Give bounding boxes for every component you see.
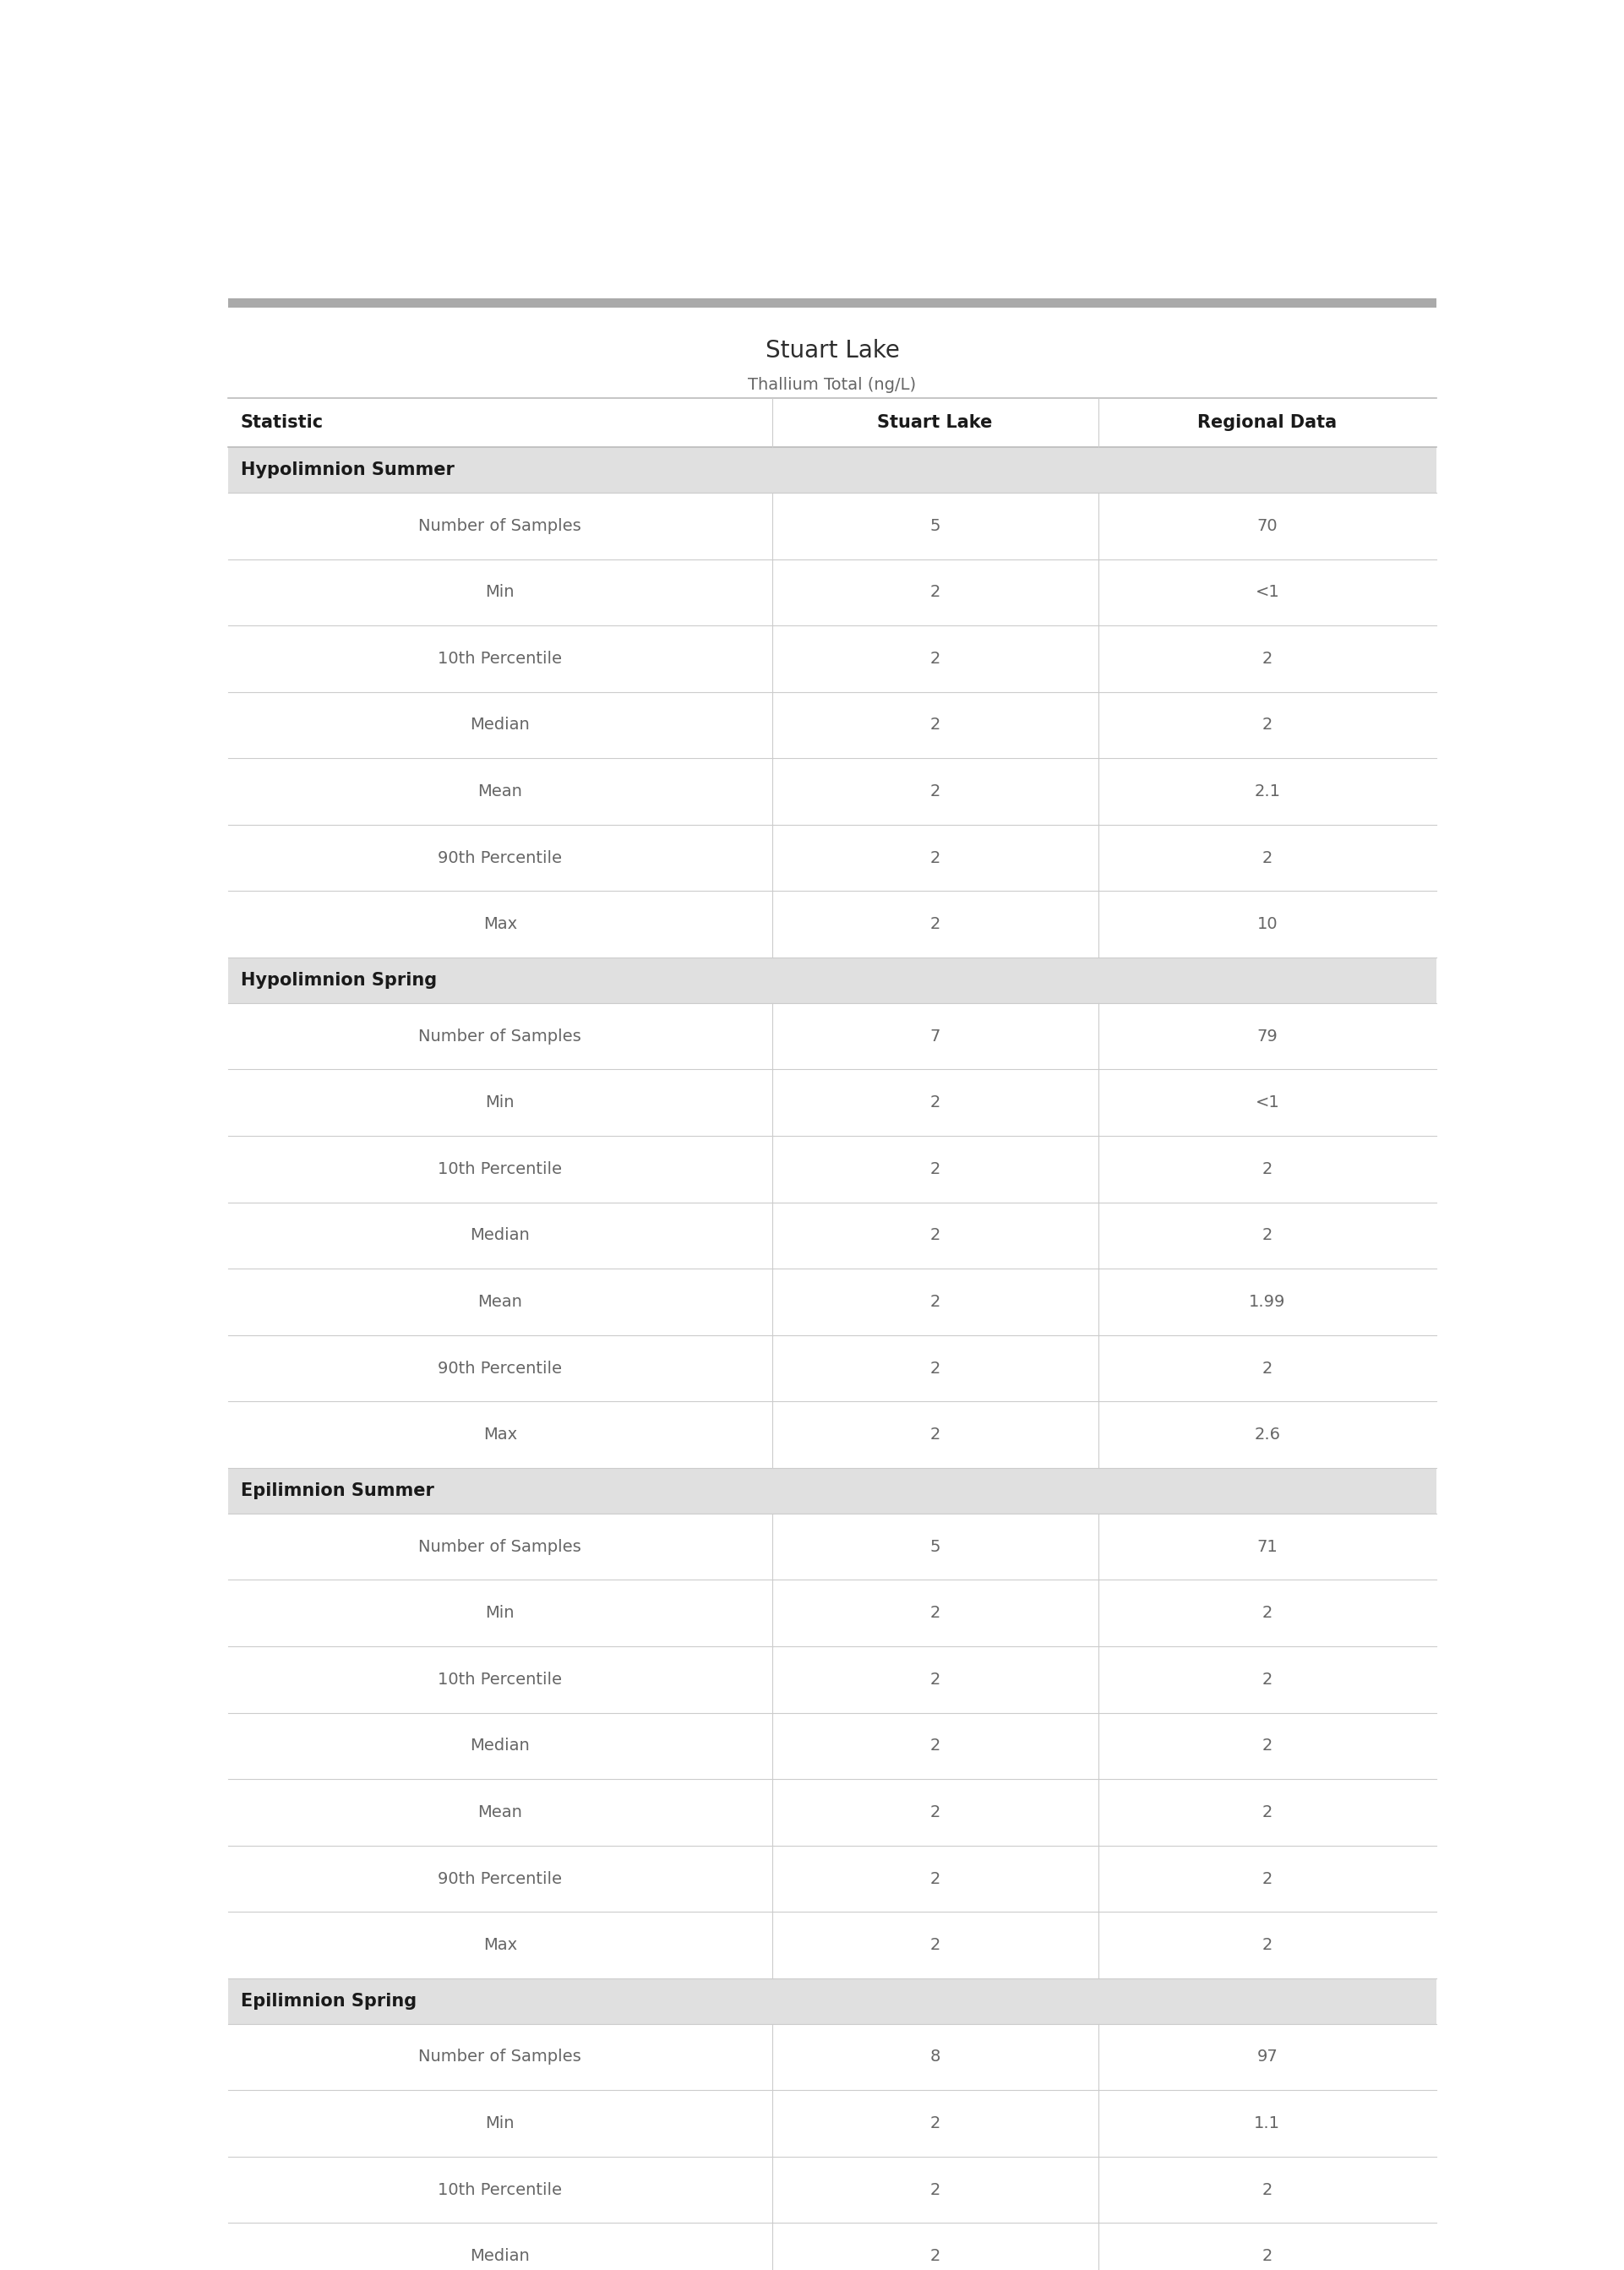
Text: Min: Min <box>486 2116 515 2132</box>
Text: 2: 2 <box>931 2116 940 2132</box>
Text: 2: 2 <box>1262 1160 1273 1178</box>
Text: 2: 2 <box>931 1605 940 1621</box>
Text: Hypolimnion Summer: Hypolimnion Summer <box>240 461 455 479</box>
Bar <box>227 447 1436 493</box>
Text: Hypolimnion Spring: Hypolimnion Spring <box>240 972 437 990</box>
Text: Epilimnion Summer: Epilimnion Summer <box>240 1482 434 1498</box>
Text: 2: 2 <box>1262 1360 1273 1376</box>
Text: Max: Max <box>482 1428 516 1444</box>
Text: Min: Min <box>486 1605 515 1621</box>
Text: 2: 2 <box>1262 849 1273 865</box>
Bar <box>227 1469 1436 1514</box>
Text: 2: 2 <box>1262 1936 1273 1952</box>
Text: 2: 2 <box>931 717 940 733</box>
Text: <1: <1 <box>1255 1094 1280 1110</box>
Text: Min: Min <box>486 1094 515 1110</box>
Text: 2: 2 <box>1262 2247 1273 2263</box>
Text: Number of Samples: Number of Samples <box>419 1539 581 1555</box>
Bar <box>227 958 1436 1003</box>
Text: Number of Samples: Number of Samples <box>419 2050 581 2066</box>
Text: 2: 2 <box>931 849 940 865</box>
Text: 8: 8 <box>931 2050 940 2066</box>
Text: 2: 2 <box>931 1805 940 1821</box>
Text: Median: Median <box>469 717 529 733</box>
Text: Number of Samples: Number of Samples <box>419 518 581 533</box>
Text: 2: 2 <box>1262 1605 1273 1621</box>
Text: 79: 79 <box>1257 1028 1278 1044</box>
Text: Median: Median <box>469 2247 529 2263</box>
Text: Mean: Mean <box>477 1294 523 1310</box>
Text: 71: 71 <box>1257 1539 1278 1555</box>
Text: 10th Percentile: 10th Percentile <box>438 1671 562 1687</box>
Text: Mean: Mean <box>477 783 523 799</box>
Text: 2: 2 <box>931 2181 940 2197</box>
Text: 2: 2 <box>1262 2181 1273 2197</box>
Text: Stuart Lake: Stuart Lake <box>765 338 900 363</box>
Text: 2: 2 <box>931 1671 940 1687</box>
Text: 2: 2 <box>931 1094 940 1110</box>
Text: 5: 5 <box>929 1539 940 1555</box>
Text: Epilimnion Spring: Epilimnion Spring <box>240 1993 417 2009</box>
Text: 2: 2 <box>1262 1671 1273 1687</box>
Text: 2: 2 <box>931 1228 940 1244</box>
Text: 2: 2 <box>931 1360 940 1376</box>
Text: 10th Percentile: 10th Percentile <box>438 1160 562 1178</box>
Text: Statistic: Statistic <box>240 413 323 431</box>
Text: 2: 2 <box>1262 717 1273 733</box>
Text: 2: 2 <box>931 2247 940 2263</box>
Text: 5: 5 <box>929 518 940 533</box>
Text: Stuart Lake: Stuart Lake <box>877 413 992 431</box>
Text: Regional Data: Regional Data <box>1197 413 1337 431</box>
Text: 10th Percentile: 10th Percentile <box>438 651 562 667</box>
Text: Max: Max <box>482 917 516 933</box>
Text: Number of Samples: Number of Samples <box>419 1028 581 1044</box>
Text: 7: 7 <box>931 1028 940 1044</box>
Text: 1.99: 1.99 <box>1249 1294 1286 1310</box>
Text: 10: 10 <box>1257 917 1278 933</box>
Text: 90th Percentile: 90th Percentile <box>438 849 562 865</box>
Text: 90th Percentile: 90th Percentile <box>438 1360 562 1376</box>
Text: <1: <1 <box>1255 583 1280 599</box>
Text: 2: 2 <box>931 1294 940 1310</box>
Text: 70: 70 <box>1257 518 1278 533</box>
Text: 1.1: 1.1 <box>1254 2116 1280 2132</box>
Text: 2: 2 <box>931 583 940 599</box>
Text: 2: 2 <box>931 1428 940 1444</box>
Text: 2.1: 2.1 <box>1254 783 1280 799</box>
Bar <box>227 1979 1436 2025</box>
Text: 2: 2 <box>931 1936 940 1952</box>
Text: 2: 2 <box>931 783 940 799</box>
Text: Mean: Mean <box>477 1805 523 1821</box>
Text: 2: 2 <box>1262 1870 1273 1886</box>
Text: 2: 2 <box>931 651 940 667</box>
Text: Max: Max <box>482 1936 516 1952</box>
Text: 2: 2 <box>931 917 940 933</box>
Text: 2: 2 <box>931 1160 940 1178</box>
Text: Median: Median <box>469 1228 529 1244</box>
Text: 2: 2 <box>1262 651 1273 667</box>
Text: 90th Percentile: 90th Percentile <box>438 1870 562 1886</box>
Text: 2: 2 <box>931 1870 940 1886</box>
Text: Median: Median <box>469 1739 529 1755</box>
Text: 2: 2 <box>1262 1228 1273 1244</box>
Bar <box>227 300 1436 306</box>
Text: 2: 2 <box>931 1739 940 1755</box>
Text: Min: Min <box>486 583 515 599</box>
Text: 2: 2 <box>1262 1739 1273 1755</box>
Text: 2: 2 <box>1262 1805 1273 1821</box>
Text: 2.6: 2.6 <box>1254 1428 1280 1444</box>
Text: 10th Percentile: 10th Percentile <box>438 2181 562 2197</box>
Text: Thallium Total (ng/L): Thallium Total (ng/L) <box>749 377 916 393</box>
Text: 97: 97 <box>1257 2050 1278 2066</box>
